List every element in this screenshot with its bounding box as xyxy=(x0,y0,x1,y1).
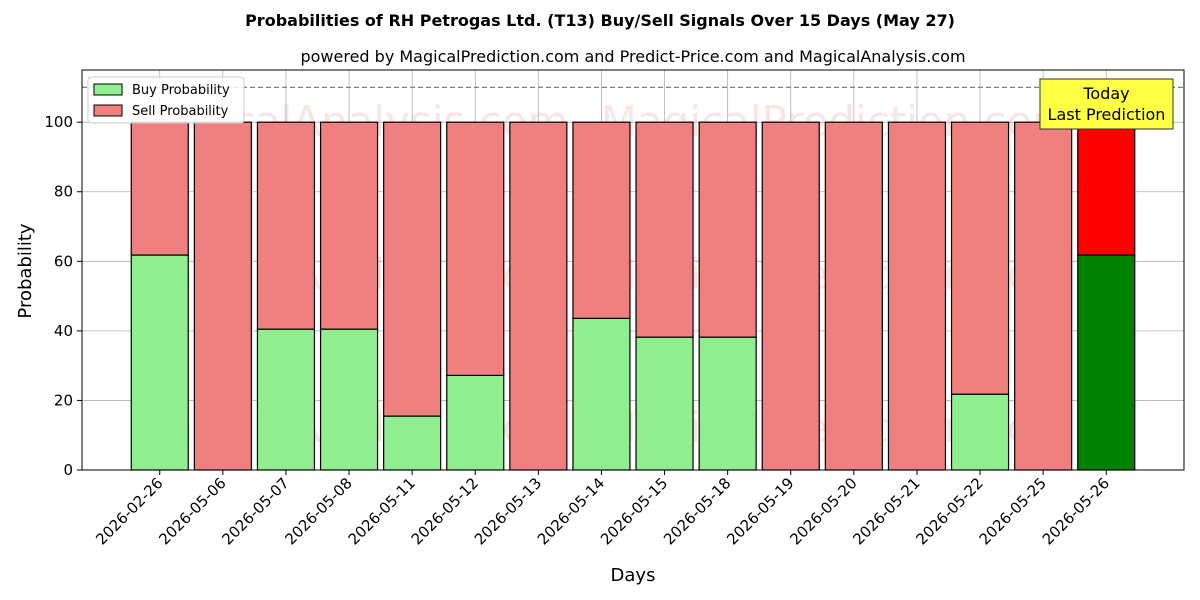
x-tick-label: 2026-05-25 xyxy=(976,474,1050,548)
legend-swatch xyxy=(93,83,123,96)
y-axis-label: Probability xyxy=(15,223,36,318)
x-tick-label: 2026-05-12 xyxy=(408,474,482,548)
sell-bar xyxy=(635,121,694,338)
y-tick-label: 60 xyxy=(54,252,73,270)
buy-bar xyxy=(950,393,1010,471)
x-tick-label: 2026-02-26 xyxy=(92,474,166,548)
sell-bar xyxy=(950,121,1010,395)
sell-bar xyxy=(446,121,505,376)
buy-bar xyxy=(319,328,379,471)
x-tick-label: 2026-05-20 xyxy=(786,474,860,548)
x-tick-label: 2026-05-21 xyxy=(849,474,923,548)
plot-frame xyxy=(81,69,1185,471)
plot-area: MagicalAnalysis.comMagicalPrediction.com… xyxy=(44,69,1185,548)
chart-title: Probabilities of RH Petrogas Ltd. (T13) … xyxy=(245,11,955,30)
x-tick-label: 2026-05-22 xyxy=(912,474,986,548)
x-tick-label: 2026-05-06 xyxy=(155,474,229,548)
annotation-text: Last Prediction xyxy=(1048,105,1166,124)
legend-label: Buy Probability xyxy=(132,83,230,98)
x-tick-label: 2026-05-07 xyxy=(218,474,292,548)
sell-bar xyxy=(698,121,757,338)
x-tick-label: 2026-05-18 xyxy=(660,474,734,548)
y-tick-label: 100 xyxy=(44,113,73,131)
y-tick-label: 0 xyxy=(63,461,73,479)
sell-bar xyxy=(1014,121,1073,471)
y-tick-label: 20 xyxy=(54,391,73,409)
chart-subtitle: powered by MagicalPrediction.com and Pre… xyxy=(300,47,965,66)
sell-bar xyxy=(193,121,252,471)
sell-bar xyxy=(319,121,379,330)
sell-bar xyxy=(130,121,189,256)
y-tick-label: 80 xyxy=(54,183,73,201)
sell-bar xyxy=(761,121,820,471)
sell-bar xyxy=(887,121,947,471)
sell-bar xyxy=(824,121,883,471)
x-tick-label: 2026-05-14 xyxy=(534,474,608,548)
buy-bar xyxy=(256,328,316,471)
legend-swatch xyxy=(93,104,123,117)
buy-bar xyxy=(383,415,442,471)
today-annotation: Today Last Prediction xyxy=(1039,78,1174,130)
x-tick-label: 2026-05-13 xyxy=(471,474,545,548)
legend-label: Sell Probability xyxy=(132,104,229,119)
annotation-box xyxy=(1039,78,1174,130)
buy-bar xyxy=(446,374,505,471)
buy-bar xyxy=(572,317,631,471)
legend-box xyxy=(87,76,245,124)
buy-bar xyxy=(698,336,757,471)
buy-bar xyxy=(635,336,694,471)
x-tick-label: 2026-05-08 xyxy=(281,474,355,548)
x-tick-label: 2026-05-15 xyxy=(597,474,671,548)
sell-bar xyxy=(1077,121,1136,256)
x-tick-label: 2026-05-19 xyxy=(723,474,797,548)
y-tick-label: 40 xyxy=(54,322,73,340)
legend: Buy Probability Sell Probability xyxy=(87,76,245,124)
sell-bar xyxy=(383,121,442,417)
x-axis-label: Days xyxy=(611,565,656,586)
buy-bar xyxy=(1077,254,1136,471)
sell-bar xyxy=(256,121,316,330)
x-tick-label: 2026-05-11 xyxy=(345,474,419,548)
buy-bar xyxy=(130,254,189,471)
annotation-text: Today xyxy=(1082,84,1129,103)
sell-bar xyxy=(509,121,568,471)
sell-bar xyxy=(572,121,631,319)
x-tick-label: 2026-05-26 xyxy=(1039,474,1113,548)
